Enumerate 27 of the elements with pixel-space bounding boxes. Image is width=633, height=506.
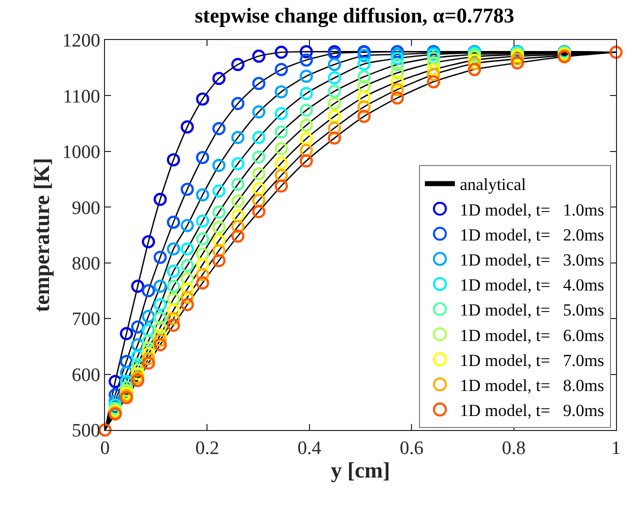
y-tick-label: 800 [72, 254, 100, 275]
legend-label: 1D model, t= 4.0ms [460, 276, 604, 295]
y-tick-label: 600 [72, 364, 100, 386]
x-tick-label: 0.6 [400, 438, 424, 459]
y-tick-label: 700 [72, 309, 100, 330]
chart-title: stepwise change diffusion, α=0.7783 [194, 3, 514, 28]
x-axis-title: y [cm] [330, 458, 390, 483]
x-tick-label: 0.8 [502, 438, 526, 459]
x-tick-label: 0.2 [195, 438, 220, 459]
legend-label: 1D model, t= 8.0ms [460, 376, 604, 396]
legend-label: 1D model, t= 9.0ms [460, 401, 604, 420]
y-tick-label: 1200 [62, 30, 100, 52]
x-tick-label: 0.4 [298, 438, 322, 459]
y-tick-label: 1000 [62, 142, 100, 164]
y-axis-title: temperature [K] [29, 158, 54, 312]
legend-label: 1D model, t= 5.0ms [460, 300, 604, 320]
y-tick-label: 1100 [62, 86, 100, 108]
y-tick-label: 900 [72, 198, 100, 219]
x-tick-label: 0 [100, 438, 110, 459]
y-tick-label: 500 [72, 420, 100, 442]
legend-label: 1D model, t= 6.0ms [460, 326, 604, 345]
legend-label: 1D model, t= 1.0ms [460, 200, 604, 220]
legend-label: analytical [460, 175, 526, 194]
x-tick-label: 1 [611, 438, 621, 459]
legend-label: 1D model, t= 7.0ms [460, 350, 604, 370]
legend-label: 1D model, t= 2.0ms [460, 225, 604, 244]
legend-label: 1D model, t= 3.0ms [460, 250, 604, 270]
